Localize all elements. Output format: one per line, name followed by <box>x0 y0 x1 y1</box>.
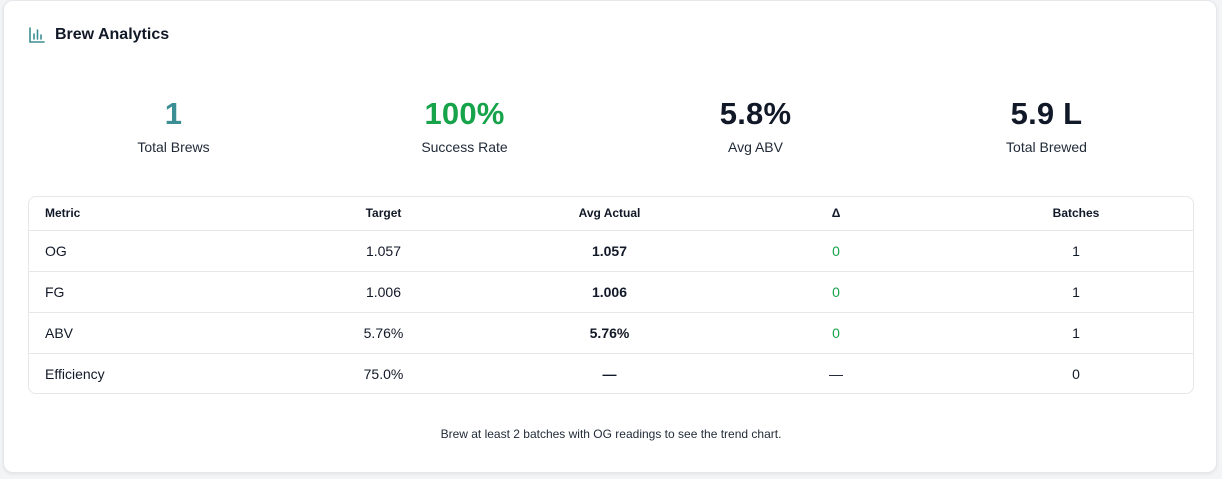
column-header-avg-actual: Avg Actual <box>578 206 641 221</box>
stat-value: 1 <box>164 96 183 131</box>
table-row: OG 1.057 1.057 0 1 <box>29 229 1193 271</box>
brew-analytics-card: Brew Analytics 1 Total Brews 100% Succes… <box>3 0 1217 473</box>
stat-avg-abv: 5.8% Avg ABV <box>610 95 901 165</box>
stat-success-rate: 100% Success Rate <box>319 95 610 165</box>
cell-batches: 1 <box>959 229 1193 271</box>
cell-target: 5.76% <box>261 311 506 353</box>
cell-avg-actual: 5.76% <box>506 311 713 353</box>
table-row: Efficiency 75.0% — — 0 <box>29 352 1193 393</box>
cell-batches: 0 <box>959 352 1193 393</box>
stat-value: 5.9 L <box>1010 96 1083 131</box>
stats-row: 1 Total Brews 100% Success Rate 5.8% Avg… <box>28 95 1192 165</box>
card-title: Brew Analytics <box>55 26 170 43</box>
cell-target: 1.006 <box>261 270 506 312</box>
bar-chart-icon <box>28 26 46 44</box>
cell-target: 1.057 <box>261 229 506 271</box>
stat-label: Total Brewed <box>1006 139 1087 155</box>
cell-delta: 0 <box>713 270 959 312</box>
stat-total-brews: 1 Total Brews <box>28 95 319 165</box>
cell-avg-actual: 1.006 <box>506 270 713 312</box>
column-header-delta: Δ <box>831 206 841 221</box>
cell-metric: Efficiency <box>29 352 261 393</box>
cell-avg-actual: — <box>506 352 713 393</box>
stat-label: Avg ABV <box>727 139 783 155</box>
stat-total-brewed: 5.9 L Total Brewed <box>901 95 1192 165</box>
card-header: Brew Analytics <box>28 26 169 44</box>
table-header-row: Metric Target Avg Actual Δ Batches <box>29 197 1193 230</box>
stat-label: Total Brews <box>137 139 210 155</box>
cell-metric: ABV <box>29 311 261 353</box>
column-header-batches: Batches <box>1052 206 1100 221</box>
cell-target: 75.0% <box>261 352 506 393</box>
table-row: ABV 5.76% 5.76% 0 1 <box>29 311 1193 353</box>
cell-metric: OG <box>29 229 261 271</box>
cell-batches: 1 <box>959 270 1193 312</box>
column-header-metric: Metric <box>45 206 81 221</box>
cell-avg-actual: 1.057 <box>506 229 713 271</box>
stat-value: 100% <box>424 96 505 131</box>
column-header-target: Target <box>365 206 402 221</box>
table-row: FG 1.006 1.006 0 1 <box>29 270 1193 312</box>
cell-metric: FG <box>29 270 261 312</box>
cell-delta: 0 <box>713 311 959 353</box>
cell-delta: 0 <box>713 229 959 271</box>
trend-chart-notice: Brew at least 2 batches with OG readings… <box>440 427 782 441</box>
metrics-table: Metric Target Avg Actual Δ Batches OG 1.… <box>29 197 1193 393</box>
stat-value: 5.8% <box>719 96 792 131</box>
stat-label: Success Rate <box>421 139 508 155</box>
cell-delta: — <box>713 352 959 393</box>
metrics-table-container: Metric Target Avg Actual Δ Batches OG 1.… <box>28 196 1194 394</box>
cell-batches: 1 <box>959 311 1193 353</box>
